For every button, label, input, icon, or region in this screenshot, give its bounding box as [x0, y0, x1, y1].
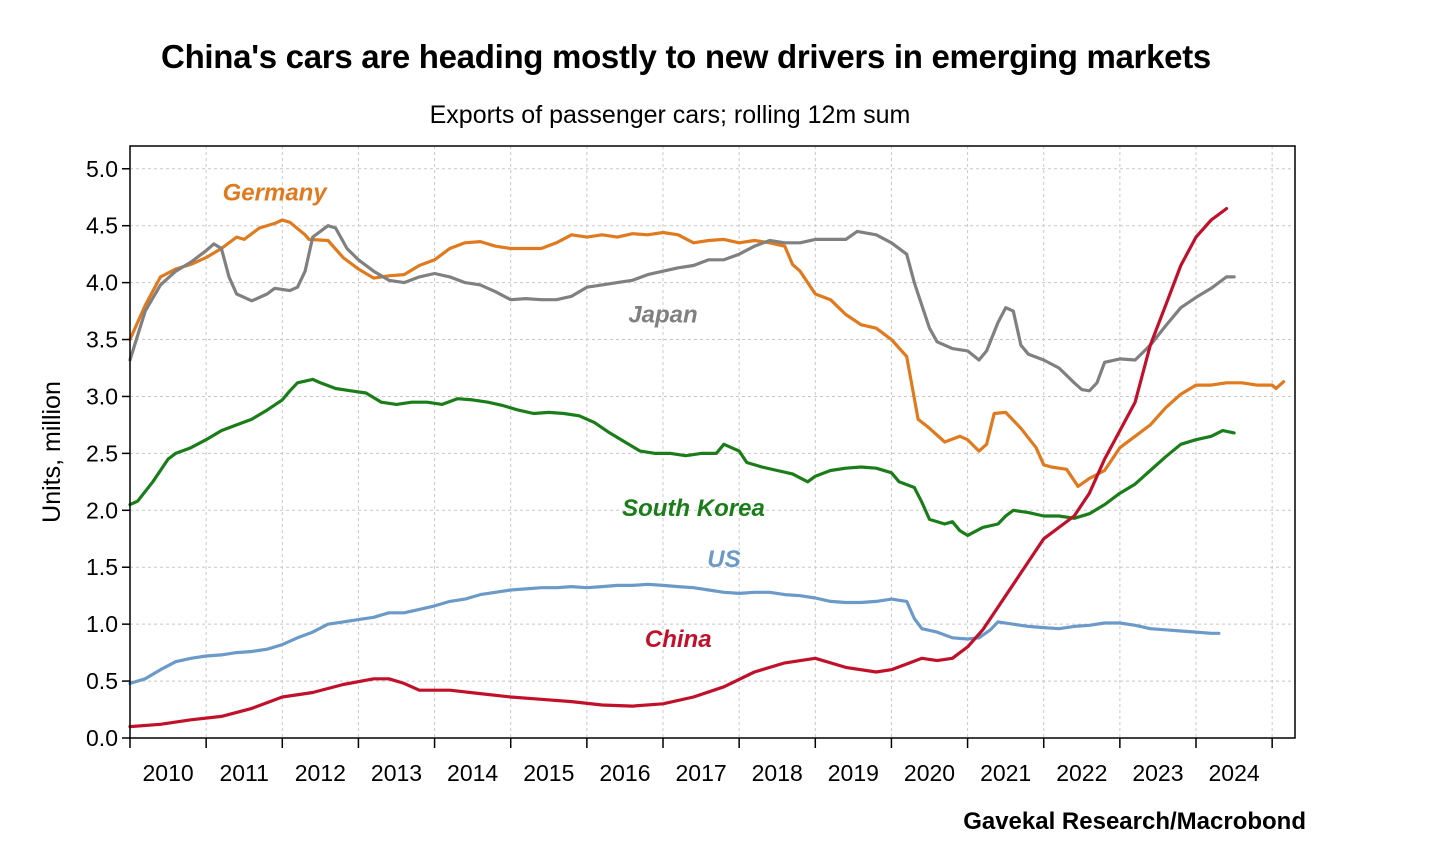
x-tick-label: 2024 [1208, 760, 1259, 786]
x-tick-label: 2010 [142, 760, 193, 786]
series-labels: Germany Japan South Korea US China [223, 180, 765, 653]
series-label-south-korea: South Korea [622, 495, 765, 522]
series-line-south-korea [128, 377, 1236, 537]
y-tick-label: 1.5 [86, 554, 118, 580]
y-tick-label: 3.0 [86, 383, 118, 409]
series-lines [128, 207, 1286, 729]
series-label-japan: Japan [628, 301, 697, 328]
x-tick-label: 2011 [219, 760, 268, 786]
x-tick-label: 2013 [371, 760, 422, 786]
x-tick-label: 2018 [752, 760, 803, 786]
axes: 0.0 0.5 1.0 1.5 2.0 2.5 3.0 3.5 4.0 4.5 5.0 2010 201… [86, 156, 1273, 786]
series-line-japan [128, 224, 1236, 393]
y-tick-label: 3.5 [86, 327, 118, 353]
y-tick-label: 0.5 [86, 668, 118, 694]
series-label-us: US [707, 546, 740, 573]
y-tick-label: 4.0 [86, 270, 118, 296]
x-tick-label: 2016 [599, 760, 650, 786]
plot-frame [129, 145, 1296, 739]
series-line-china [128, 207, 1229, 729]
x-tick-label: 2014 [447, 760, 498, 786]
x-tick-label: 2017 [675, 760, 726, 786]
series-label-china: China [645, 626, 712, 653]
y-axis-label: Units, million [38, 381, 66, 523]
x-tick-label: 2022 [1056, 760, 1107, 786]
x-tick-label: 2012 [295, 760, 346, 786]
source-credit: Gavekal Research/Macrobond [963, 808, 1306, 835]
x-tick-label: 2023 [1132, 760, 1183, 786]
y-tick-label: 1.0 [86, 611, 118, 637]
x-tick-label: 2019 [828, 760, 879, 786]
chart-subtitle: Exports of passenger cars; rolling 12m s… [429, 101, 911, 129]
y-tick-label: 2.5 [86, 440, 118, 466]
chart-title: China's cars are heading mostly to new d… [161, 38, 1211, 75]
x-tick-label: 2020 [904, 760, 955, 786]
x-tick-label: 2015 [523, 760, 574, 786]
series-label-germany: Germany [223, 180, 329, 207]
x-tick-label: 2021 [980, 760, 1031, 786]
series-line-us [128, 582, 1221, 685]
y-tick-label: 4.5 [86, 213, 118, 239]
series-line-germany [128, 218, 1286, 488]
y-tick-label: 2.0 [86, 497, 118, 523]
y-tick-label: 5.0 [86, 156, 118, 182]
y-tick-label: 0.0 [86, 725, 118, 751]
